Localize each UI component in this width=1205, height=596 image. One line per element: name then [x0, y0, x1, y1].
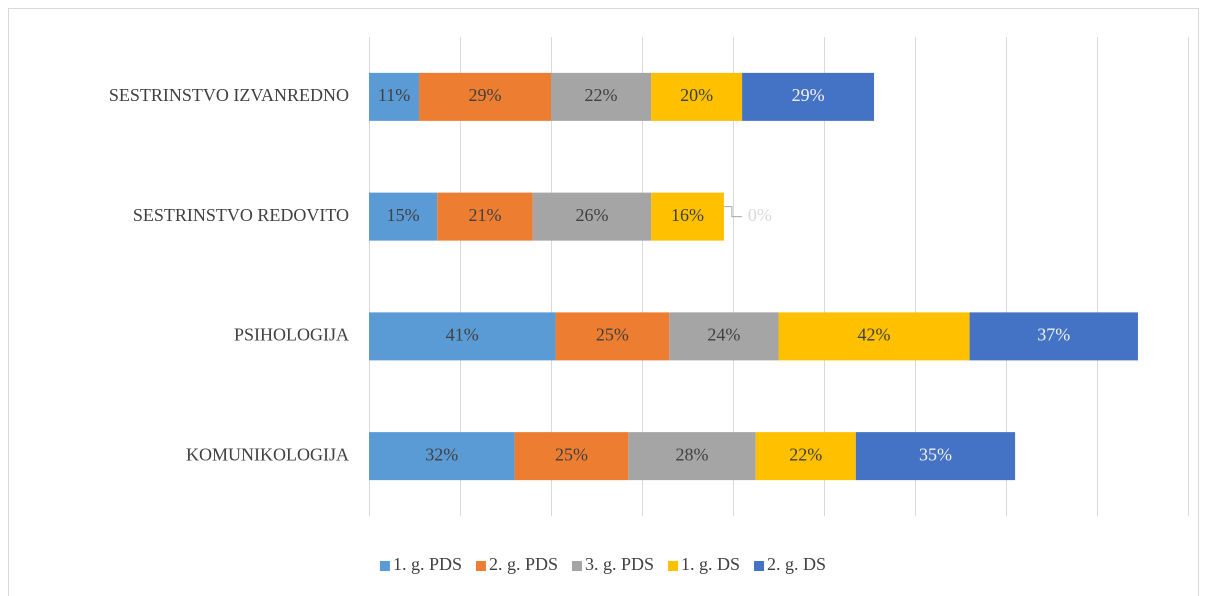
bar-segment: [369, 72, 420, 121]
bar-segment: [532, 192, 652, 241]
bar-segment: [419, 72, 551, 121]
bar-segment: [437, 192, 533, 241]
leader-line: [723, 206, 742, 218]
data-label: 25%: [555, 444, 588, 464]
data-label: 28%: [676, 444, 709, 464]
y-tick-label: SESTRINSTVO IZVANREDNO: [109, 85, 349, 105]
bar-segment: [651, 72, 743, 121]
y-tick-label: SESTRINSTVO REDOVITO: [133, 205, 349, 225]
y-tick-label: PSIHOLOGIJA: [234, 325, 349, 345]
data-label: 29%: [469, 85, 502, 105]
data-label: 15%: [387, 205, 420, 225]
legend-label: 2. g. DS: [767, 554, 826, 574]
bar-segment: [514, 432, 629, 481]
legend-label: 3. g. PDS: [585, 554, 654, 574]
legend-swatch: [379, 561, 390, 571]
data-label: 29%: [792, 85, 825, 105]
legend-label: 1. g. PDS: [393, 554, 462, 574]
bar-segment: [778, 312, 970, 361]
data-label: 35%: [919, 444, 952, 464]
bar-segment: [969, 312, 1138, 361]
data-label: 11%: [378, 85, 410, 105]
legend-swatch: [572, 561, 582, 571]
bar-segment: [742, 72, 875, 121]
bar-segment: [628, 432, 756, 481]
data-label: 41%: [446, 325, 479, 345]
data-label: 20%: [680, 85, 713, 105]
bar-segment: [551, 72, 652, 121]
legend-label: 1. g. DS: [681, 554, 740, 574]
data-label: 21%: [469, 205, 502, 225]
bar-segment: [369, 192, 438, 241]
data-label: 0%: [748, 205, 772, 225]
legend-swatch: [754, 561, 765, 571]
legend-swatch: [668, 561, 679, 571]
data-label: 42%: [858, 325, 891, 345]
y-tick-label: KOMUNIKOLOGIJA: [186, 444, 349, 464]
data-label: 37%: [1037, 325, 1070, 345]
bar-segment: [855, 432, 1016, 481]
bar-segment: [669, 312, 779, 361]
bar-segment: [651, 192, 724, 241]
legend-label: 2. g. PDS: [489, 554, 558, 574]
data-label: 22%: [789, 444, 822, 464]
bar-segment: [555, 312, 670, 361]
data-label: 25%: [596, 325, 629, 345]
bar-segment: [755, 432, 856, 481]
bar-segment: [369, 432, 515, 481]
bar-segment: [369, 312, 556, 361]
data-label: 22%: [585, 85, 618, 105]
legend-swatch: [475, 561, 486, 571]
data-label: 16%: [671, 205, 704, 225]
data-label: 32%: [425, 444, 458, 464]
data-label: 26%: [575, 205, 608, 225]
data-label: 24%: [707, 325, 740, 345]
